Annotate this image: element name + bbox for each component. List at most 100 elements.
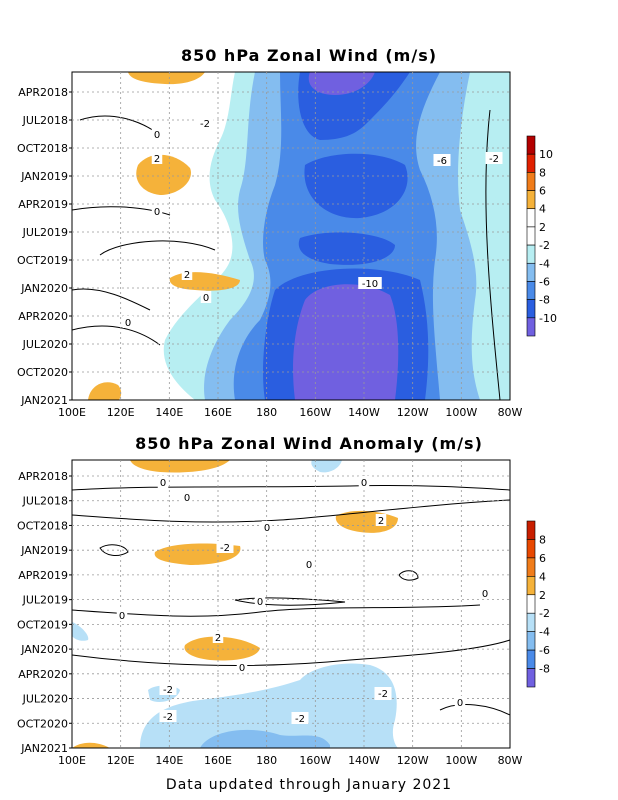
top-x-tick-label: 140W	[348, 406, 380, 419]
top-grid	[72, 72, 510, 400]
top-colorbar-label: -6	[539, 275, 550, 288]
top-band-minus10	[293, 72, 399, 400]
top-contour-label: 0	[203, 293, 209, 304]
top-x-tick-label: 120W	[397, 406, 429, 419]
top-y-tick-label: APR2018	[18, 86, 68, 99]
bottom-colorbar-label: -2	[539, 607, 550, 620]
top-contour-label-bg	[151, 128, 163, 140]
bottom-y-tick-label: JUL2018	[22, 495, 68, 508]
bottom-colorbar-swatch	[526, 557, 536, 577]
top-band-plus2-b	[136, 154, 191, 195]
bottom-contour-label-bg	[236, 661, 248, 673]
bottom-contour-label-bg	[116, 609, 128, 621]
bottom-y-tick-label: APR2020	[18, 668, 68, 681]
top-y-tick-label: OCT2018	[17, 142, 68, 155]
bottom-colorbar-swatch	[526, 520, 536, 540]
bottom-chart-title: 850 hPa Zonal Wind Anomaly (m/s)	[135, 434, 483, 453]
top-band-plus2-a	[128, 72, 205, 85]
bottom-contour-label-bg	[358, 476, 370, 488]
bottom-contour-label: -2	[163, 685, 173, 696]
plot-frames	[71, 71, 511, 749]
top-colorbar-label: 4	[539, 203, 546, 216]
bottom-contour-label: -2	[163, 712, 173, 723]
bottom-y-tick-label: JAN2019	[20, 544, 68, 557]
bottom-axis-labels: 100E 120E 140E 160E 180 160W 140W 120W 100W 80W AP…	[17, 470, 523, 767]
bottom-colorbar-swatch	[526, 539, 536, 559]
top-contour-label: 2	[154, 154, 160, 165]
top-chart-title: 850 hPa Zonal Wind (m/s)	[180, 46, 438, 65]
bottom-colorbar-swatch	[526, 594, 536, 614]
bottom-contour-label: 0	[306, 560, 312, 571]
bottom-contour-label: 0	[457, 698, 463, 709]
bottom-contour-label: 0	[264, 523, 270, 534]
top-colorbar-swatch	[526, 317, 536, 337]
bottom-x-tick-label: 100W	[445, 754, 477, 767]
bottom-contour-label: 0	[160, 478, 166, 489]
bot-minus2-b	[72, 622, 89, 641]
bottom-contour-label-bg	[157, 476, 169, 488]
top-contour-label-bg	[181, 268, 193, 280]
top-contour-label: 0	[125, 318, 131, 329]
bottom-contour-label-bg	[216, 541, 234, 553]
top-contour-label-bg	[151, 205, 163, 217]
top-y-tick-label: JAN2020	[20, 282, 68, 295]
bottom-colorbar-swatch	[526, 649, 536, 669]
top-y-tick-label: APR2020	[18, 310, 68, 323]
top-x-tick-label: 120E	[107, 406, 135, 419]
bottom-y-tick-label: OCT2020	[17, 717, 68, 730]
top-contour-label-bg	[433, 154, 451, 166]
bottom-colorbar-swatch	[526, 631, 536, 651]
top-y-tick-label: JAN2021	[20, 394, 68, 407]
top-contour-label-bg	[485, 152, 503, 164]
bottom-contour-label: 2	[378, 516, 384, 527]
top-colorbar-swatch	[526, 244, 536, 264]
bottom-contour-label-bg	[159, 683, 177, 695]
bottom-colorbar-swatch	[526, 576, 536, 596]
bottom-contour-label-bg	[479, 587, 491, 599]
bottom-contour-label: 0	[119, 611, 125, 622]
top-contour-label: -2	[200, 119, 210, 130]
top-colorbar-label: -4	[539, 257, 550, 270]
top-x-tick-label: 180	[256, 406, 277, 419]
top-y-tick-label: JAN2019	[20, 170, 68, 183]
top-x-tick-label: 140E	[155, 406, 183, 419]
top-colorbar: 10 8 6 4 2 -2 -4 -6 -8 -10	[526, 135, 557, 337]
footer-note: Data updated through January 2021	[165, 777, 453, 793]
bot-plus2-e	[72, 742, 110, 748]
bottom-x-tick-label: 180	[256, 754, 277, 767]
bottom-colorbar-label: -6	[539, 644, 550, 657]
top-colorbar-label: -2	[539, 239, 550, 252]
top-x-tick-label: 160W	[299, 406, 331, 419]
bot-plus2-a	[130, 460, 230, 473]
bottom-contour-label: -2	[295, 714, 305, 725]
top-y-tick-label: APR2019	[18, 198, 68, 211]
top-contour-label-bg	[200, 291, 212, 303]
bottom-colorbar-label: -4	[539, 626, 550, 639]
bottom-contour-label: 0	[361, 478, 367, 489]
bottom-colorbar-label: 2	[539, 589, 546, 602]
bot-plus2-d	[184, 636, 260, 661]
bottom-contour-label-bg	[181, 491, 193, 503]
top-colorbar-label: -8	[539, 294, 550, 307]
bottom-y-tick-label: APR2019	[18, 569, 68, 582]
bottom-colorbar-label: -8	[539, 663, 550, 676]
top-contour-label-bg	[122, 316, 134, 328]
bottom-contour-label: 2	[215, 633, 221, 644]
bottom-y-tick-label: JUL2019	[22, 594, 68, 607]
bottom-x-tick-label: 160W	[299, 754, 331, 767]
bottom-contour-label-bg	[261, 521, 273, 533]
bot-minus4-a	[200, 729, 330, 748]
bottom-contour-label: 0	[257, 597, 263, 608]
top-x-tick-label: 100W	[445, 406, 477, 419]
bottom-colorbar: 8 6 4 2 -2 -4 -6 -8	[526, 520, 550, 688]
bottom-x-tick-label: 120E	[107, 754, 135, 767]
bot-minus2-a	[311, 460, 342, 473]
bottom-colorbar-label: 6	[539, 552, 546, 565]
top-contour-label-bg	[196, 117, 214, 129]
bottom-contour-label-bg	[254, 595, 266, 607]
bottom-x-tick-label: 140E	[155, 754, 183, 767]
top-colorbar-swatch	[526, 299, 536, 319]
bottom-x-tick-label: 160E	[204, 754, 232, 767]
